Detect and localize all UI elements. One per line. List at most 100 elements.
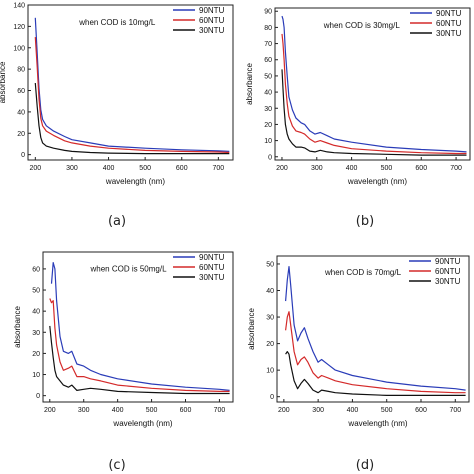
condition-annotation: when COD is 50mg/L [90, 265, 168, 274]
y-tick-label: 20 [17, 131, 25, 138]
y-tick-label: 30 [266, 315, 274, 322]
legend-label: 90NTU [199, 253, 225, 262]
chart-panel-1: 200 300 400 500 600 700 0 20 40 60 80 100 120 140 wave… [0, 3, 234, 186]
subfigure-label-b: (b) [355, 214, 375, 229]
x-tick-label: 300 [78, 407, 90, 414]
y-tick-label: 60 [264, 57, 272, 64]
x-tick-label: 400 [112, 407, 124, 414]
y-tick-label: 90 [264, 9, 272, 16]
series-line-30ntu [285, 351, 466, 396]
x-tick-label: 400 [103, 165, 115, 172]
series-line-90ntu [285, 266, 466, 391]
subfigure-label-a: (a) [107, 214, 127, 229]
series-line-60ntu [281, 33, 467, 155]
series-line-90ntu [34, 17, 230, 152]
x-tick-label: 700 [214, 407, 226, 414]
y-tick-label: 40 [32, 309, 40, 316]
legend-label: 60NTU [199, 263, 225, 272]
legend-label: 60NTU [199, 16, 225, 25]
x-tick-label: 500 [381, 407, 393, 414]
legend-label: 60NTU [436, 19, 462, 28]
x-tick-label: 300 [311, 165, 323, 172]
y-tick-label: 10 [266, 368, 274, 375]
y-tick-label: 10 [32, 372, 40, 379]
y-axis-label: absorbance [0, 61, 7, 103]
legend-label: 30NTU [199, 26, 225, 35]
x-tick-label: 600 [180, 407, 192, 414]
x-tick-label: 400 [346, 165, 358, 172]
x-tick-label: 500 [139, 165, 151, 172]
chart-panel-3: 200 300 400 500 600 700 0 10 20 30 40 50 60 wavelengt… [13, 251, 234, 428]
x-axis-label: wavelength (nm) [347, 419, 407, 428]
y-tick-label: 20 [32, 351, 40, 358]
y-tick-label: 30 [264, 106, 272, 113]
x-tick-label: 500 [381, 165, 393, 172]
y-tick-label: 40 [264, 90, 272, 97]
series-line-30ntu [34, 82, 230, 155]
condition-annotation: when COD is 30mg/L [323, 21, 401, 30]
series-line-30ntu [281, 69, 467, 156]
x-tick-label: 600 [415, 407, 427, 414]
chart-panel-4: 200 300 400 500 600 700 0 10 20 30 40 50 wavelength … [247, 255, 470, 428]
y-tick-label: 60 [32, 266, 40, 273]
y-tick-label: 40 [17, 109, 25, 116]
x-tick-label: 600 [415, 165, 427, 172]
x-tick-label: 700 [213, 165, 225, 172]
x-tick-label: 300 [312, 407, 324, 414]
y-tick-label: 80 [17, 67, 25, 74]
y-tick-label: 70 [264, 41, 272, 48]
legend-label: 90NTU [436, 9, 462, 18]
y-tick-label: 0 [268, 154, 272, 161]
chart-panel-2: 200 300 400 500 600 700 0 10 20 30 40 50 60 70 80 90 wav… [245, 7, 471, 186]
x-tick-label: 200 [44, 407, 56, 414]
y-axis-label: absorbance [13, 306, 22, 348]
y-tick-label: 10 [264, 138, 272, 145]
y-tick-label: 0 [270, 394, 274, 401]
y-tick-label: 30 [32, 330, 40, 337]
x-axis-label: wavelength (nm) [347, 177, 407, 186]
x-tick-label: 600 [176, 165, 188, 172]
x-tick-label: 400 [347, 407, 359, 414]
x-axis-label: wavelength (nm) [112, 419, 172, 428]
legend-label: 30NTU [435, 277, 461, 286]
y-tick-label: 60 [17, 88, 25, 95]
y-tick-label: 80 [264, 25, 272, 32]
series-line-60ntu [49, 298, 230, 392]
condition-annotation: when COD is 10mg/L [78, 18, 156, 27]
subfigure-label-c: (c) [108, 458, 126, 473]
y-tick-label: 50 [266, 261, 274, 268]
x-tick-label: 300 [66, 165, 78, 172]
y-tick-label: 40 [266, 288, 274, 295]
plot-frame [42, 251, 234, 403]
x-tick-label: 200 [278, 407, 290, 414]
legend-label: 90NTU [199, 6, 225, 15]
y-tick-label: 0 [21, 152, 25, 159]
y-tick-label: 20 [264, 122, 272, 129]
legend-label: 90NTU [435, 257, 461, 266]
x-tick-label: 500 [146, 407, 158, 414]
plot-frame [276, 255, 470, 403]
series-line-30ntu [49, 325, 230, 395]
x-tick-label: 200 [29, 165, 41, 172]
y-axis-label: absorbance [245, 63, 254, 105]
series-line-60ntu [285, 311, 466, 394]
x-tick-label: 200 [276, 165, 288, 172]
y-tick-label: 100 [13, 45, 25, 52]
series-line-90ntu [50, 262, 230, 391]
y-tick-label: 50 [32, 288, 40, 295]
x-tick-label: 700 [449, 407, 461, 414]
y-tick-label: 20 [266, 341, 274, 348]
legend-label: 30NTU [436, 29, 462, 38]
x-axis-label: wavelength (nm) [105, 177, 165, 186]
plot-frame [274, 7, 471, 161]
y-tick-label: 120 [13, 24, 25, 31]
legend-label: 60NTU [435, 267, 461, 276]
series-line-60ntu [34, 37, 230, 154]
series-line-90ntu [281, 15, 467, 153]
legend-label: 30NTU [199, 273, 225, 282]
plot-frame [27, 4, 234, 161]
y-tick-label: 140 [13, 3, 25, 10]
x-tick-label: 700 [450, 165, 462, 172]
y-tick-label: 0 [36, 393, 40, 400]
